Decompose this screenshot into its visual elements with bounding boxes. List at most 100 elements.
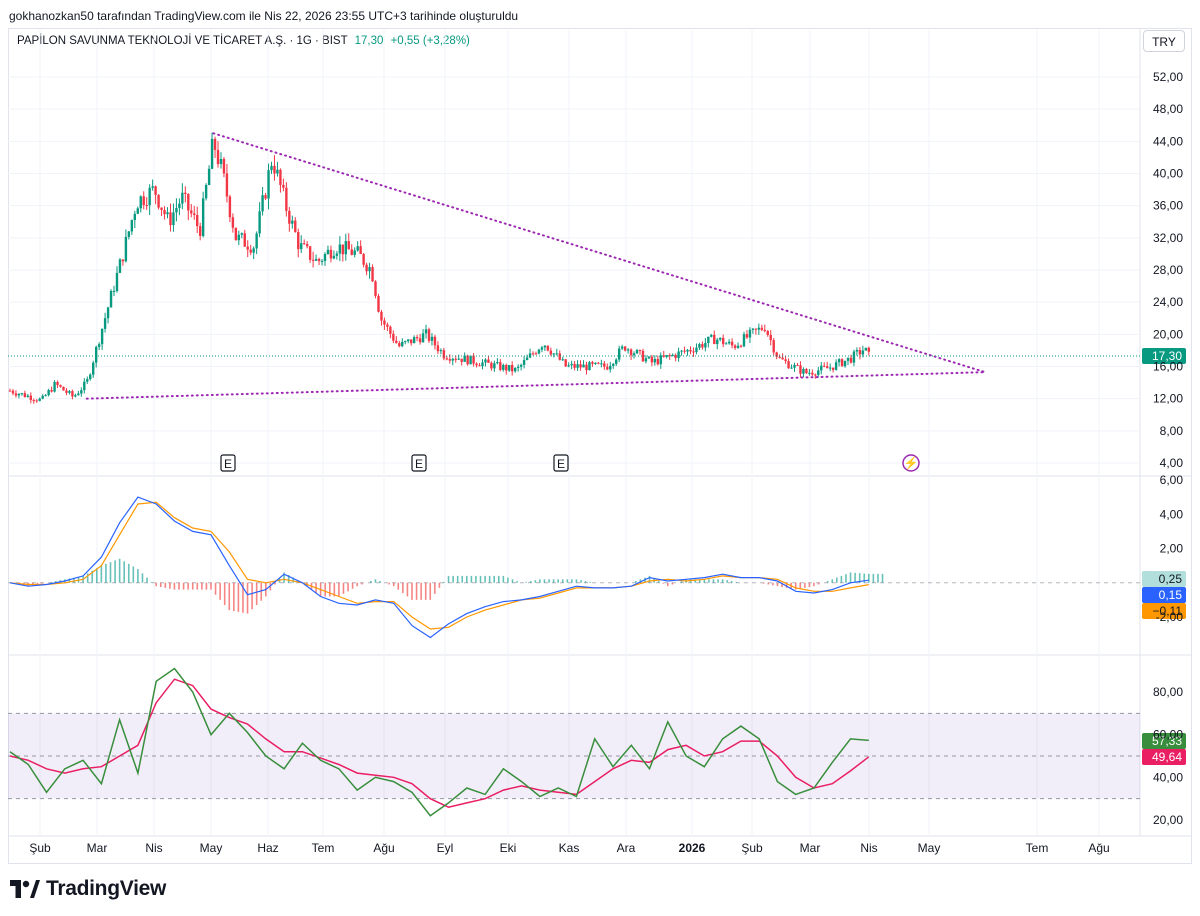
candle-body xyxy=(867,347,870,352)
macd-histogram-bar xyxy=(347,582,349,592)
candle-body xyxy=(739,345,743,347)
candle-body xyxy=(612,363,615,366)
candle-body xyxy=(549,350,553,355)
macd-histogram-bar xyxy=(150,581,153,583)
candle-body xyxy=(784,359,787,362)
candle-body xyxy=(320,260,324,262)
candle-body xyxy=(552,353,556,355)
macd-histogram-bar xyxy=(680,581,683,583)
price-axis-label: 36,00 xyxy=(1153,199,1183,213)
time-axis-label-Eyl: Eyl xyxy=(437,841,454,855)
macd-histogram-bar xyxy=(516,581,518,583)
macd-histogram-bar xyxy=(497,575,500,583)
candle-body xyxy=(522,360,526,365)
macd-histogram-bar xyxy=(201,582,203,590)
macd-histogram-bar xyxy=(708,579,710,583)
candle-body xyxy=(29,395,33,401)
macd-histogram-bar xyxy=(283,572,285,583)
macd-histogram-bar xyxy=(863,573,866,583)
candle-body xyxy=(632,353,636,356)
candle-body xyxy=(745,334,749,338)
macd-histogram-bar xyxy=(424,582,427,600)
candle-body xyxy=(823,365,826,367)
macd-histogram-bar xyxy=(548,579,550,583)
macd-histogram-bar xyxy=(109,562,112,583)
time-axis-label-Nis: Nis xyxy=(860,841,877,855)
macd-histogram-bar xyxy=(552,579,555,583)
candle-body xyxy=(609,365,612,370)
upper-trendline xyxy=(212,132,986,374)
candle-body xyxy=(291,220,294,224)
candle-body xyxy=(285,187,288,211)
earnings-marker xyxy=(220,454,236,472)
candle-body xyxy=(460,358,463,362)
candle-body xyxy=(733,345,737,348)
candle-body xyxy=(329,249,333,259)
candle-body xyxy=(582,364,585,368)
macd-histogram-bar xyxy=(662,582,665,584)
candle-body xyxy=(430,336,434,341)
price-axis-label: 8,00 xyxy=(1160,424,1184,438)
macd-histogram-bar xyxy=(242,582,244,613)
candle-body xyxy=(148,187,151,206)
candle-body xyxy=(475,363,478,366)
candle-body xyxy=(395,340,398,344)
candle-body xyxy=(404,341,407,343)
candle-body xyxy=(516,366,520,369)
macd-histogram-bar xyxy=(228,582,231,611)
price-axis-label: 20,00 xyxy=(1153,327,1183,341)
macd-histogram-bar xyxy=(333,582,336,597)
candle-body xyxy=(374,281,377,296)
candle-body xyxy=(445,358,449,360)
rsi-line xyxy=(9,667,869,817)
macd-histogram-bar xyxy=(781,582,783,588)
candle-body xyxy=(606,366,609,370)
candle-body xyxy=(124,236,128,262)
macd-histogram-bar xyxy=(191,582,194,590)
candle-body xyxy=(825,366,829,369)
macd-histogram-bar xyxy=(813,582,815,587)
dividend-marker-icon xyxy=(902,454,920,472)
candle-body xyxy=(222,158,226,174)
macd-histogram-bar xyxy=(251,582,253,610)
macd-histogram-bar xyxy=(712,579,715,583)
candle-body xyxy=(831,367,835,370)
earnings-marker-label: E xyxy=(415,457,423,471)
candle-body xyxy=(323,254,327,261)
macd-histogram-bar xyxy=(324,582,326,597)
candle-body xyxy=(656,359,660,365)
candle-body xyxy=(112,290,116,292)
time-axis-label-Şub: Şub xyxy=(741,841,763,855)
candle-body xyxy=(695,347,698,353)
candle-body xyxy=(591,362,594,364)
candle-body xyxy=(772,340,775,353)
macd-histogram-bar xyxy=(237,582,240,612)
candle-body xyxy=(828,367,832,369)
candle-body xyxy=(409,339,413,344)
macd-histogram-bar xyxy=(452,575,454,583)
candle-body xyxy=(537,349,541,354)
candle-body xyxy=(163,209,166,215)
macd-signal-line xyxy=(9,501,869,630)
macd-histogram-bar xyxy=(817,582,820,585)
candle-body xyxy=(365,264,368,272)
candle-body xyxy=(41,395,44,399)
candle-body xyxy=(626,349,630,351)
candle-body xyxy=(799,365,802,374)
macd-histogram-bar xyxy=(173,582,176,590)
candle-body xyxy=(401,341,404,347)
candle-body xyxy=(103,318,107,329)
candle-body xyxy=(751,328,755,330)
macd-histogram-bar xyxy=(717,579,719,583)
macd-histogram-bar xyxy=(260,582,263,601)
macd-histogram-bar xyxy=(438,582,441,588)
macd-histogram-bar xyxy=(388,582,390,585)
candle-body xyxy=(742,334,746,347)
candle-body xyxy=(787,361,790,369)
candle-body xyxy=(623,346,627,351)
currency-button[interactable]: TRY xyxy=(1143,30,1185,52)
time-axis-label-Mar: Mar xyxy=(87,841,108,855)
macd-histogram-bar xyxy=(91,570,94,583)
candle-body xyxy=(326,249,330,255)
